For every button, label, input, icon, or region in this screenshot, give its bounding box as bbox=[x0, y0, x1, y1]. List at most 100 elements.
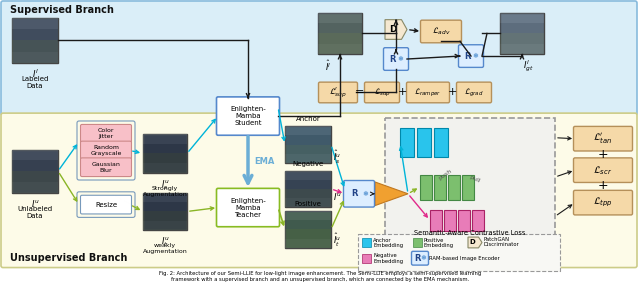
FancyBboxPatch shape bbox=[143, 144, 187, 153]
Text: $\mathcal{L}_{grad}$: $\mathcal{L}_{grad}$ bbox=[464, 86, 484, 99]
Text: Labeled
Data: Labeled Data bbox=[21, 76, 49, 89]
FancyBboxPatch shape bbox=[1, 113, 637, 268]
FancyBboxPatch shape bbox=[318, 13, 362, 23]
FancyBboxPatch shape bbox=[143, 202, 187, 212]
FancyBboxPatch shape bbox=[143, 163, 187, 173]
Text: ❅: ❅ bbox=[473, 53, 479, 59]
Text: $\mathcal{L}_{sup}^{\prime}$: $\mathcal{L}_{sup}^{\prime}$ bbox=[329, 85, 347, 99]
Text: Unlabeled
Data: Unlabeled Data bbox=[17, 206, 52, 219]
Text: $\mathcal{L}_{scr}$: $\mathcal{L}_{scr}$ bbox=[593, 164, 612, 177]
FancyBboxPatch shape bbox=[420, 175, 432, 200]
Text: Gaussian
Blur: Gaussian Blur bbox=[92, 162, 120, 173]
FancyBboxPatch shape bbox=[413, 238, 422, 247]
Text: Semantic-Aware Contrastive Loss: Semantic-Aware Contrastive Loss bbox=[414, 230, 525, 236]
FancyBboxPatch shape bbox=[500, 34, 544, 44]
FancyBboxPatch shape bbox=[500, 13, 544, 23]
FancyBboxPatch shape bbox=[417, 128, 431, 157]
FancyBboxPatch shape bbox=[285, 189, 331, 198]
FancyBboxPatch shape bbox=[462, 175, 474, 200]
FancyBboxPatch shape bbox=[406, 82, 449, 103]
FancyBboxPatch shape bbox=[12, 149, 58, 160]
Text: R: R bbox=[415, 254, 421, 263]
FancyBboxPatch shape bbox=[448, 175, 460, 200]
Text: $\mathcal{L}_{adv}$: $\mathcal{L}_{adv}$ bbox=[431, 26, 451, 37]
Text: Positive
Embedding: Positive Embedding bbox=[424, 237, 454, 248]
FancyBboxPatch shape bbox=[285, 198, 331, 206]
FancyBboxPatch shape bbox=[285, 171, 331, 180]
FancyBboxPatch shape bbox=[285, 210, 331, 220]
Text: Negative: Negative bbox=[292, 161, 324, 167]
Text: D: D bbox=[469, 239, 475, 245]
FancyBboxPatch shape bbox=[285, 239, 331, 248]
FancyBboxPatch shape bbox=[81, 141, 131, 160]
Text: $\mathcal{L}_{sup}$: $\mathcal{L}_{sup}$ bbox=[374, 86, 390, 99]
Text: Enlighten-
Mamba
Teacher: Enlighten- Mamba Teacher bbox=[230, 198, 266, 218]
FancyBboxPatch shape bbox=[285, 210, 331, 248]
Text: +: + bbox=[447, 87, 457, 97]
Text: Negative
Embedding: Negative Embedding bbox=[373, 253, 403, 264]
FancyBboxPatch shape bbox=[573, 190, 632, 215]
Text: PatchGAN
Discriminator: PatchGAN Discriminator bbox=[484, 237, 520, 247]
Text: Resize: Resize bbox=[95, 202, 117, 208]
Text: Fig. 2: Architecture of our Semi-LLIE for low-light image enhancement. The Semi-: Fig. 2: Architecture of our Semi-LLIE fo… bbox=[159, 272, 481, 282]
FancyBboxPatch shape bbox=[143, 193, 187, 230]
FancyBboxPatch shape bbox=[472, 210, 484, 231]
Text: =: = bbox=[355, 87, 365, 97]
FancyBboxPatch shape bbox=[285, 126, 331, 135]
FancyBboxPatch shape bbox=[285, 220, 331, 229]
Text: Strongly
Augmentation: Strongly Augmentation bbox=[143, 186, 188, 197]
FancyBboxPatch shape bbox=[358, 234, 560, 272]
FancyBboxPatch shape bbox=[12, 18, 58, 29]
FancyBboxPatch shape bbox=[434, 128, 448, 157]
Text: $\mathcal{L}_{tan}^{\prime}$: $\mathcal{L}_{tan}^{\prime}$ bbox=[593, 131, 612, 146]
Text: D: D bbox=[390, 25, 397, 34]
FancyBboxPatch shape bbox=[81, 124, 131, 143]
FancyBboxPatch shape bbox=[385, 118, 555, 241]
FancyBboxPatch shape bbox=[318, 44, 362, 54]
FancyBboxPatch shape bbox=[216, 188, 280, 227]
FancyBboxPatch shape bbox=[500, 13, 544, 54]
FancyBboxPatch shape bbox=[420, 20, 461, 43]
FancyBboxPatch shape bbox=[573, 126, 632, 151]
Text: RAM-based Image Encoder: RAM-based Image Encoder bbox=[429, 256, 500, 261]
FancyBboxPatch shape bbox=[383, 48, 408, 70]
FancyBboxPatch shape bbox=[12, 18, 58, 63]
Text: R: R bbox=[390, 55, 396, 64]
FancyBboxPatch shape bbox=[12, 160, 58, 171]
FancyBboxPatch shape bbox=[365, 82, 399, 103]
Text: $I_s^u$: $I_s^u$ bbox=[161, 178, 170, 191]
FancyBboxPatch shape bbox=[458, 210, 470, 231]
FancyBboxPatch shape bbox=[216, 97, 280, 135]
FancyBboxPatch shape bbox=[81, 195, 131, 214]
FancyBboxPatch shape bbox=[12, 182, 58, 193]
Text: ❅: ❅ bbox=[398, 56, 404, 62]
Polygon shape bbox=[375, 182, 408, 206]
FancyBboxPatch shape bbox=[12, 52, 58, 63]
FancyBboxPatch shape bbox=[362, 238, 371, 247]
Text: $\hat{I}_s^u$: $\hat{I}_s^u$ bbox=[333, 149, 341, 166]
FancyBboxPatch shape bbox=[12, 40, 58, 52]
Text: R: R bbox=[465, 52, 471, 60]
Text: +: + bbox=[397, 87, 406, 97]
Text: Enlighten-
Mamba
Student: Enlighten- Mamba Student bbox=[230, 106, 266, 126]
Text: Color
Jitter: Color Jitter bbox=[98, 128, 115, 139]
Text: push: push bbox=[437, 168, 452, 181]
FancyBboxPatch shape bbox=[143, 134, 187, 173]
FancyBboxPatch shape bbox=[285, 145, 331, 154]
FancyBboxPatch shape bbox=[434, 175, 446, 200]
FancyBboxPatch shape bbox=[285, 154, 331, 163]
FancyBboxPatch shape bbox=[430, 210, 442, 231]
FancyBboxPatch shape bbox=[458, 45, 483, 67]
Text: weakly
Augmentation: weakly Augmentation bbox=[143, 243, 188, 254]
FancyBboxPatch shape bbox=[573, 158, 632, 182]
FancyBboxPatch shape bbox=[318, 34, 362, 44]
FancyBboxPatch shape bbox=[285, 135, 331, 145]
FancyBboxPatch shape bbox=[500, 23, 544, 34]
FancyBboxPatch shape bbox=[285, 180, 331, 189]
Text: Random
Grayscale: Random Grayscale bbox=[90, 145, 122, 156]
Text: EMA: EMA bbox=[254, 157, 275, 166]
Text: $I_t^u$: $I_t^u$ bbox=[161, 235, 170, 248]
FancyBboxPatch shape bbox=[143, 193, 187, 202]
Text: Supervised Branch: Supervised Branch bbox=[10, 5, 114, 15]
FancyBboxPatch shape bbox=[12, 149, 58, 193]
